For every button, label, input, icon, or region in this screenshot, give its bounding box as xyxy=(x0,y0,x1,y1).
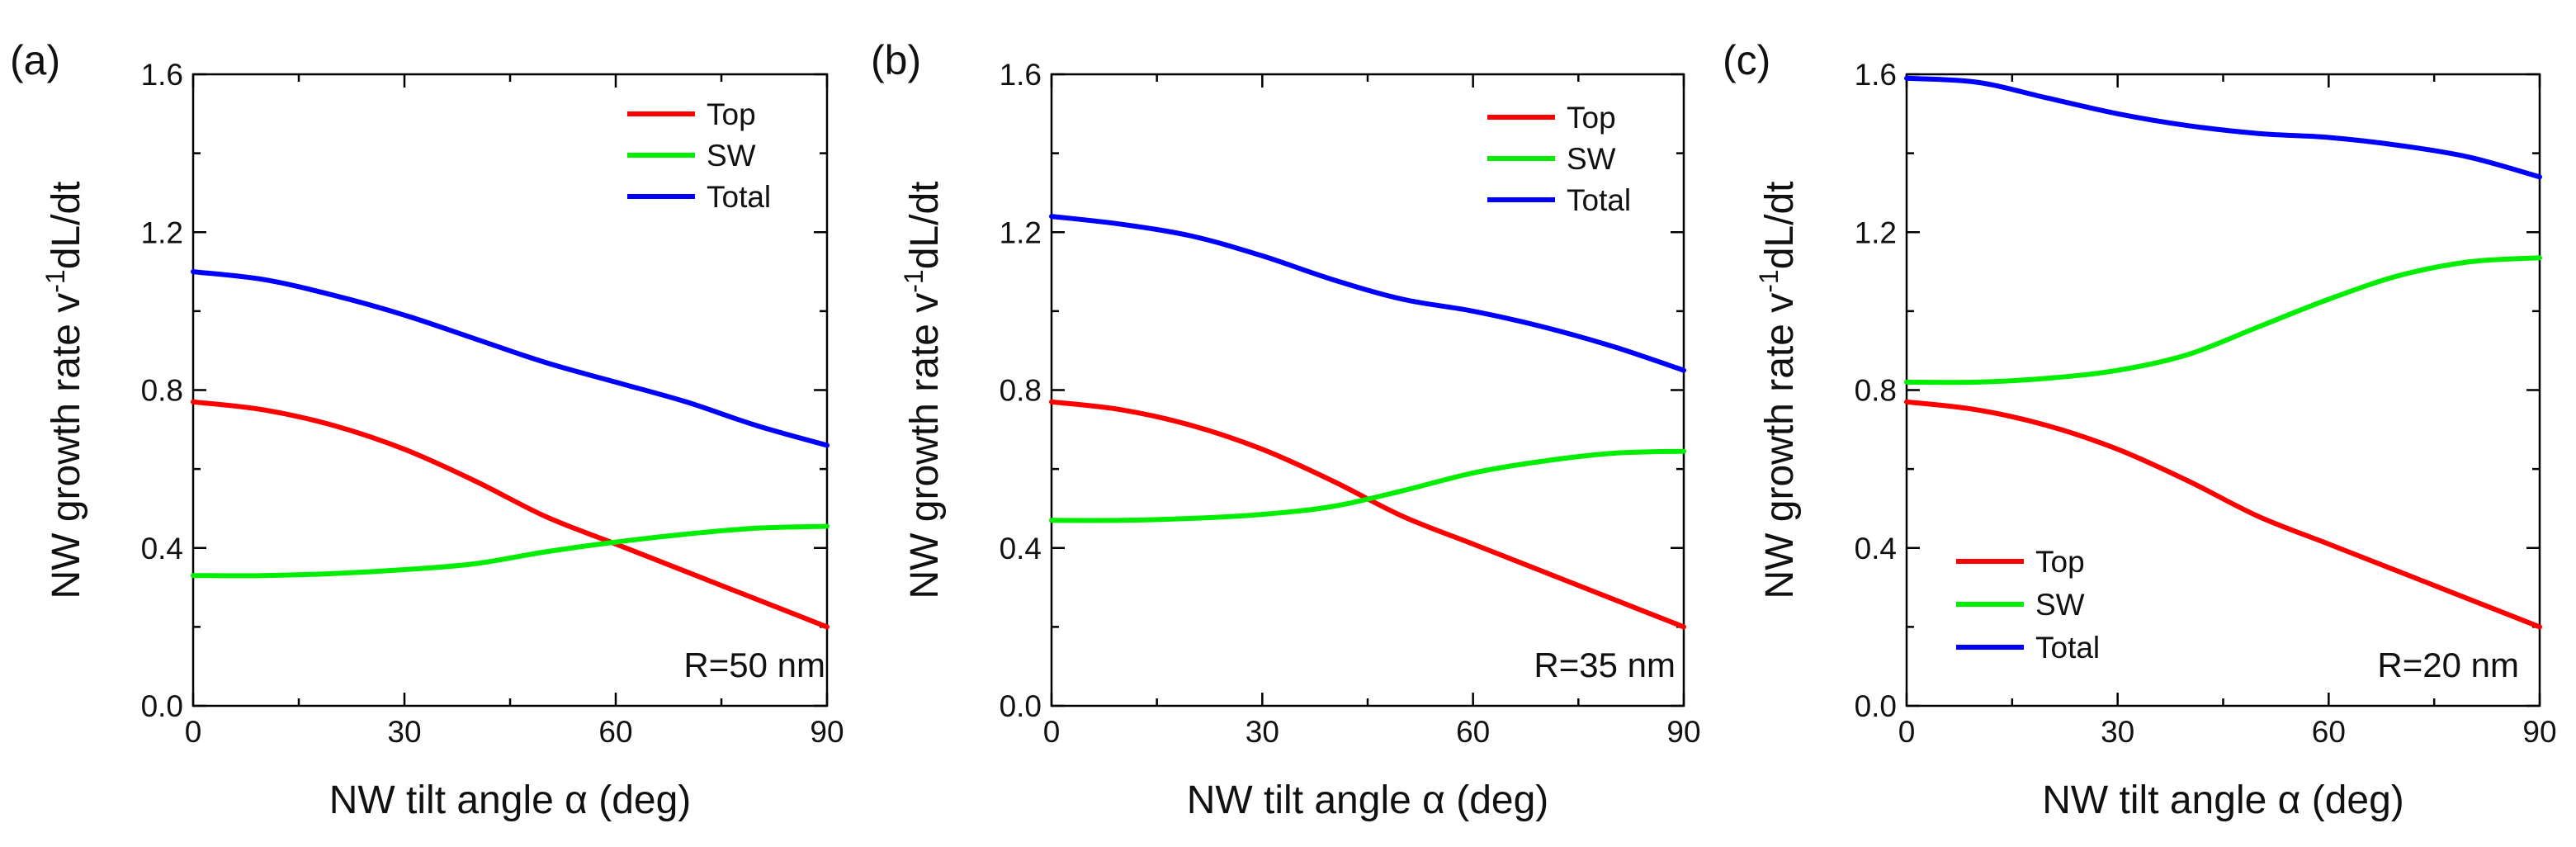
x-tick-label: 60 xyxy=(598,715,632,749)
x-tick-label: 30 xyxy=(387,715,421,749)
y-tick-label: 0.4 xyxy=(1855,532,1897,565)
x-tick-label: 0 xyxy=(185,715,202,749)
series-line-sw xyxy=(1049,448,1686,523)
legend-label-sw: SW xyxy=(2035,588,2085,622)
series-line-top xyxy=(191,399,830,630)
panel-1: (a) 0 30 60 90 0.0 0.4 0.8 1.2 1.6 NW tilt angle α… xyxy=(10,37,844,822)
y-tick-label: 1.6 xyxy=(1855,58,1897,92)
y-axis-label-tail: dL/dt xyxy=(45,182,88,270)
legend-label-top: Top xyxy=(707,97,756,131)
y-tick-label: 0.8 xyxy=(1000,374,1042,408)
y-tick-label: 0.8 xyxy=(141,374,183,408)
x-tick-label: 30 xyxy=(2101,715,2134,749)
series-line-total xyxy=(191,269,830,448)
panel-label: (b) xyxy=(871,37,921,83)
legend-label-sw: SW xyxy=(1567,142,1616,176)
x-axis-label: NW tilt angle α (deg) xyxy=(2042,778,2404,822)
y-tick-label: 0.4 xyxy=(141,532,183,565)
legend-label-top: Top xyxy=(1567,101,1616,135)
panel-3: (c) 0 30 60 90 0.0 0.4 0.8 1.2 1.6 NW tilt angle α… xyxy=(1723,37,2557,822)
y-axis-label-base: NW growth rate v xyxy=(903,293,947,599)
legend: Top SW Total xyxy=(627,97,771,214)
x-axis-label: NW tilt angle α (deg) xyxy=(1187,778,1549,822)
y-tick-label: 0.4 xyxy=(1000,532,1042,565)
legend-label-total: Total xyxy=(2035,631,2100,665)
y-tick-label: 1.6 xyxy=(1000,58,1042,92)
y-axis-label-sup: -1 xyxy=(1754,269,1784,292)
legend-label-top: Top xyxy=(2035,545,2085,579)
y-axis-label-sup: -1 xyxy=(40,269,70,292)
legend-label-total: Total xyxy=(1567,183,1631,217)
x-tick-label: 60 xyxy=(1456,715,1490,749)
x-tick-label: 90 xyxy=(2522,715,2556,749)
x-tick-label: 90 xyxy=(810,715,844,749)
panel-label: (a) xyxy=(10,37,60,83)
y-tick-label: 0.0 xyxy=(1855,689,1897,723)
legend-label-sw: SW xyxy=(707,139,756,173)
radius-annotation: R=20 nm xyxy=(2377,646,2519,684)
x-tick-label: 0 xyxy=(1898,715,1916,749)
y-tick-label: 0.0 xyxy=(141,689,183,723)
series-line-top xyxy=(1904,399,2542,630)
x-tick-label: 30 xyxy=(1245,715,1279,749)
series-line-sw xyxy=(191,523,830,579)
series-line-total xyxy=(1049,214,1686,373)
plot-frame xyxy=(1905,73,2541,707)
y-tick-label: 1.6 xyxy=(141,58,183,92)
radius-annotation: R=35 nm xyxy=(1534,646,1676,684)
legend-label-total: Total xyxy=(707,180,771,214)
x-tick-label: 60 xyxy=(2312,715,2346,749)
y-axis-label-sup: -1 xyxy=(899,269,929,292)
series-line-top xyxy=(1049,399,1686,630)
y-tick-label: 0.0 xyxy=(1000,689,1042,723)
panel-2: (b) 0 30 60 90 0.0 0.4 0.8 1.2 1.6 NW tilt angle α… xyxy=(871,37,1701,822)
y-axis-label-tail: dL/dt xyxy=(1758,182,1802,270)
y-tick-label: 0.8 xyxy=(1855,374,1897,408)
x-tick-label: 90 xyxy=(1666,715,1700,749)
legend: Top SW Total xyxy=(1487,101,1631,217)
y-tick-label: 1.2 xyxy=(141,215,183,249)
y-tick-label: 1.2 xyxy=(1855,215,1897,249)
x-axis-label: NW tilt angle α (deg) xyxy=(329,778,692,822)
y-axis-label-tail: dL/dt xyxy=(903,182,947,270)
y-axis-label: NW growth rate v-1dL/dt xyxy=(1754,182,1802,599)
y-axis-label: NW growth rate v-1dL/dt xyxy=(899,182,947,599)
y-axis-label-base: NW growth rate v xyxy=(45,293,88,599)
series-line-sw xyxy=(1904,255,2542,386)
y-tick-label: 1.2 xyxy=(1000,215,1042,249)
series-line-total xyxy=(1904,75,2542,180)
y-axis-label-base: NW growth rate v xyxy=(1758,293,1802,599)
legend: Top SW Total xyxy=(1956,545,2100,665)
y-axis-label: NW growth rate v-1dL/dt xyxy=(40,182,88,599)
radius-annotation: R=50 nm xyxy=(683,646,825,684)
panel-label: (c) xyxy=(1723,37,1770,83)
x-tick-label: 0 xyxy=(1043,715,1061,749)
